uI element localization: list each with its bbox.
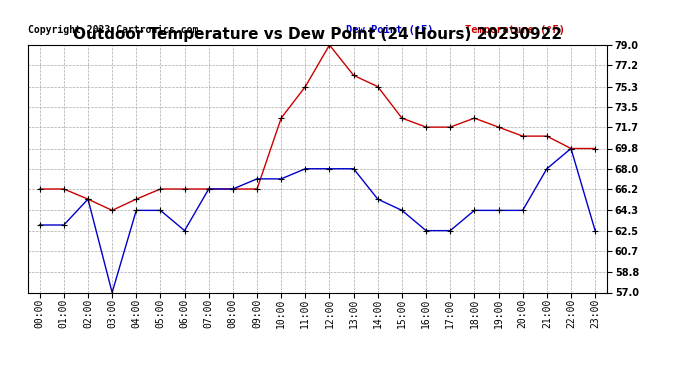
Text: Copyright 2023 Cartronics.com: Copyright 2023 Cartronics.com — [28, 25, 198, 35]
Text: Dew Point (°F): Dew Point (°F) — [346, 25, 434, 35]
Title: Outdoor Temperature vs Dew Point (24 Hours) 20230922: Outdoor Temperature vs Dew Point (24 Hou… — [73, 27, 562, 42]
Text: Temperature (°F): Temperature (°F) — [465, 25, 565, 35]
